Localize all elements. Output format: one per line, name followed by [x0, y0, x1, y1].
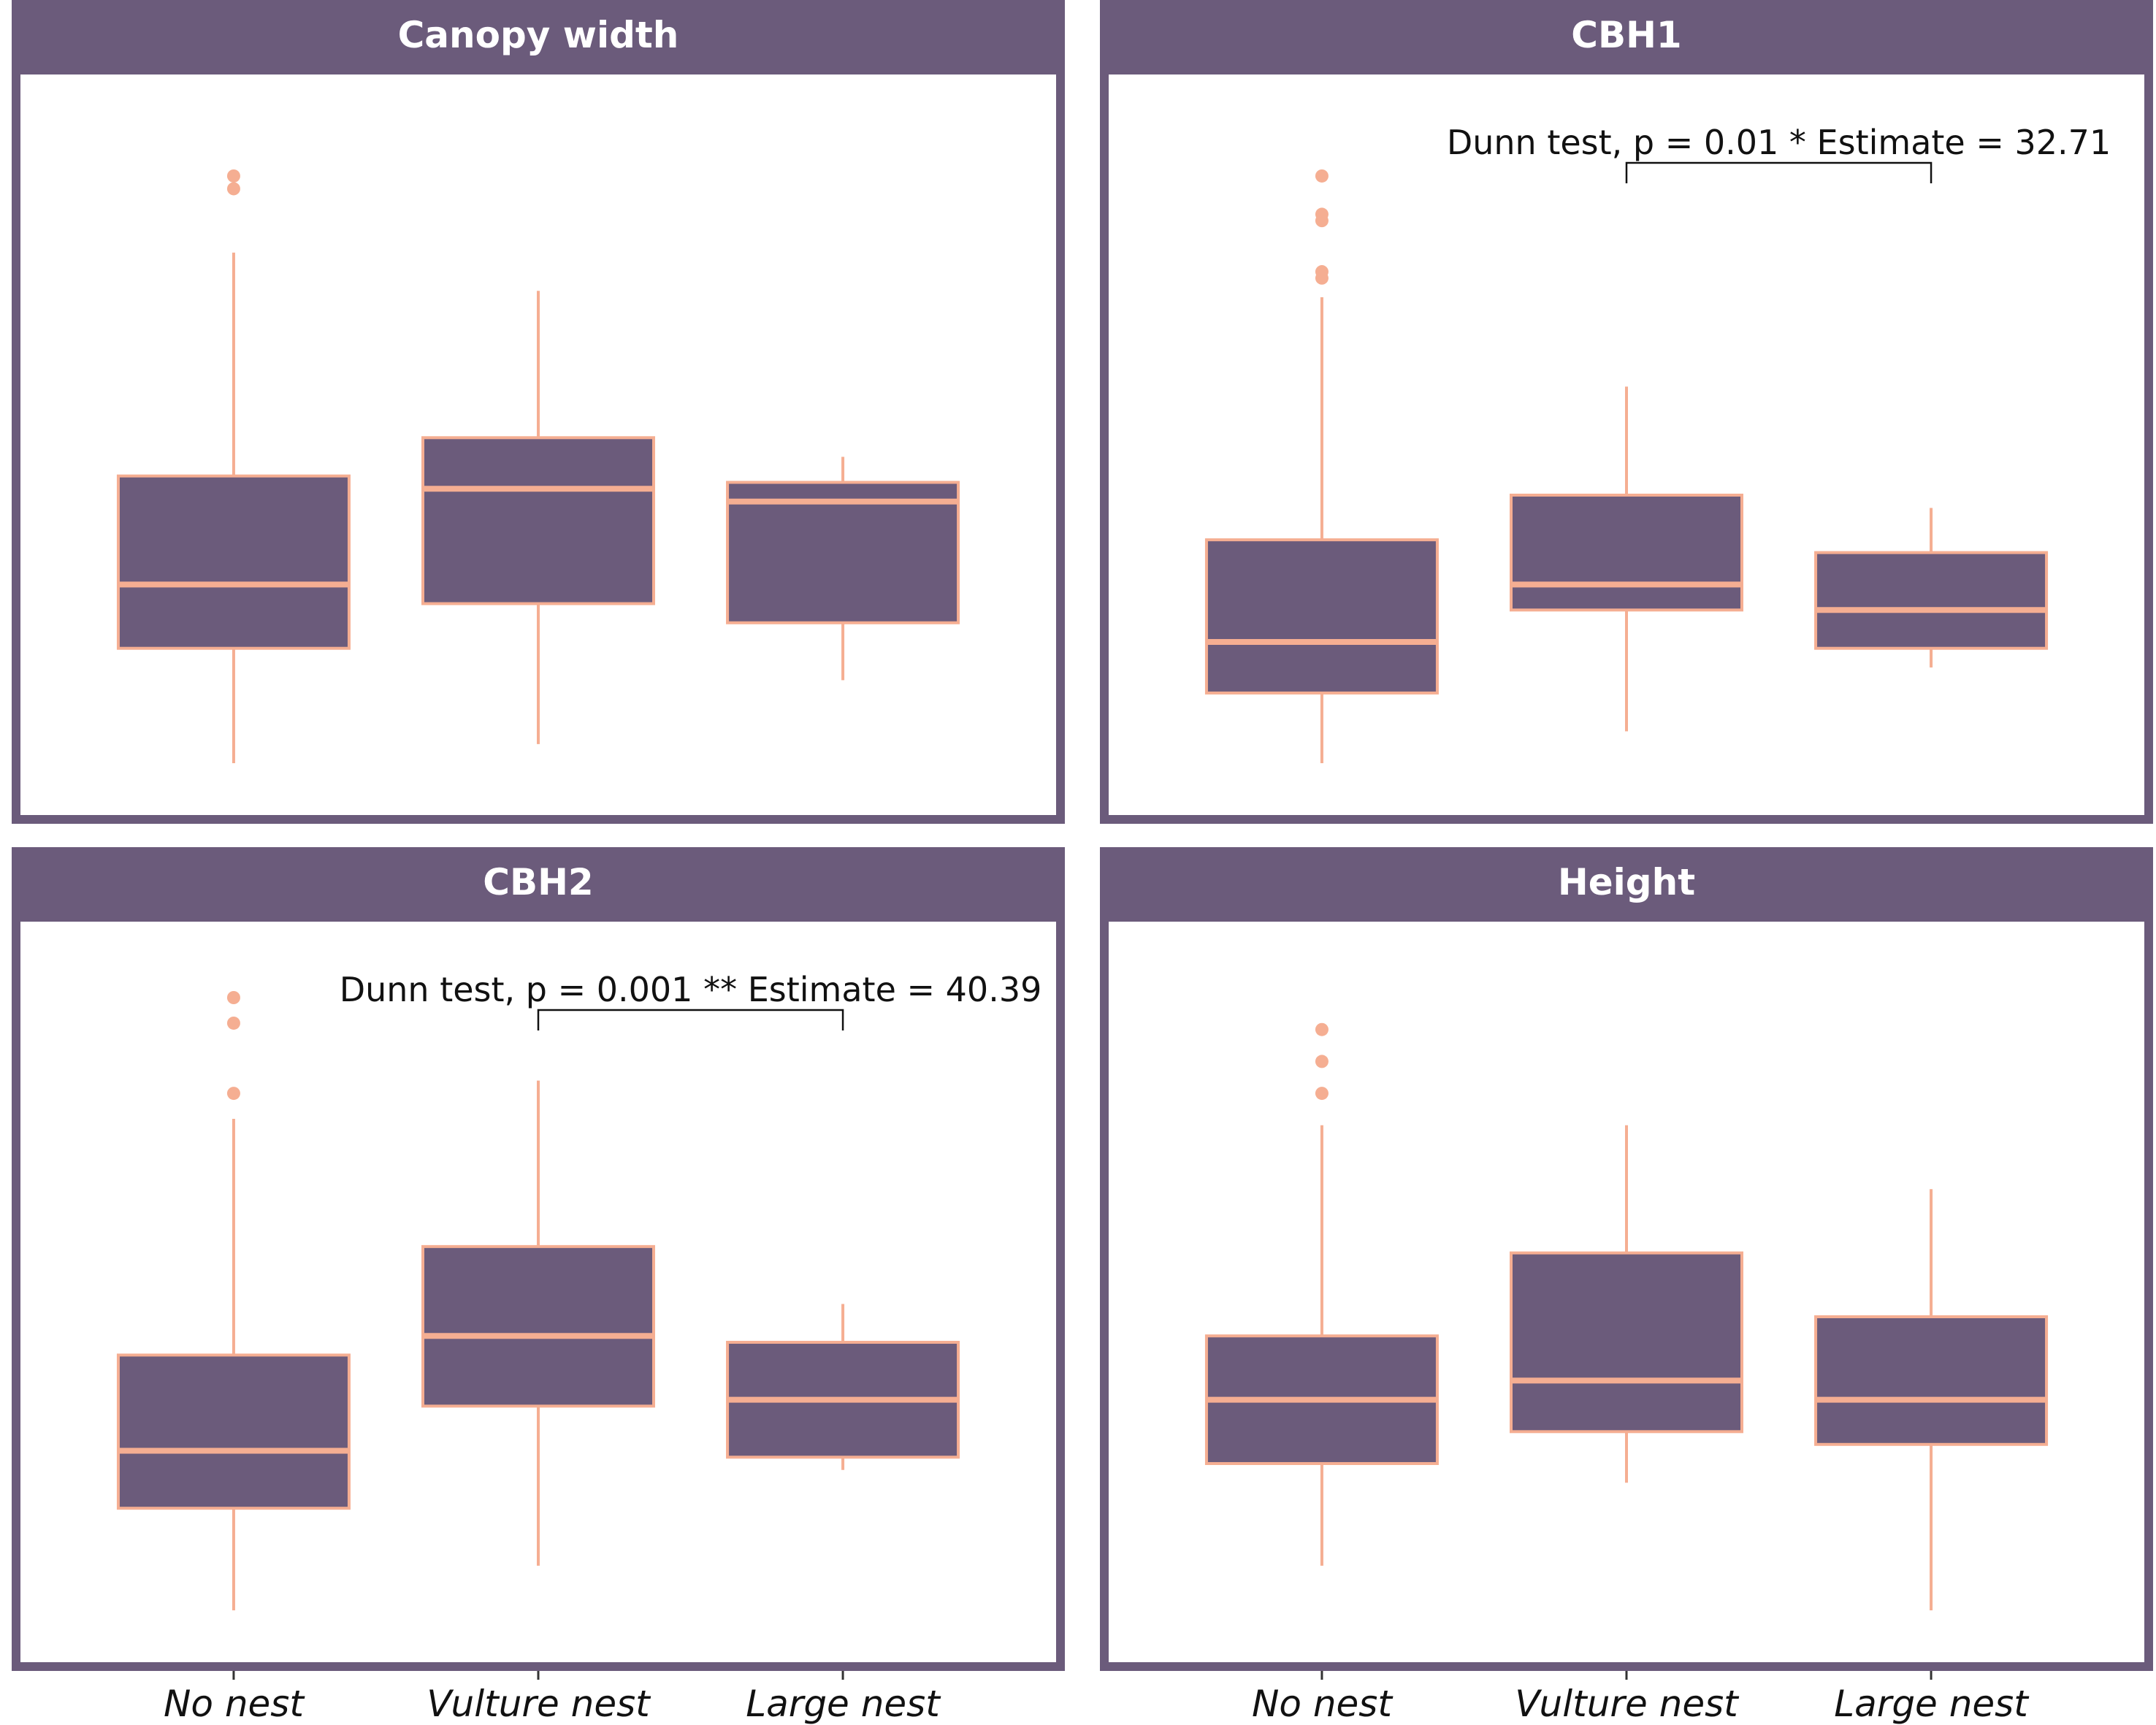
box-no-nest: [1204, 1022, 1439, 1566]
iqr-box: [1510, 1251, 1743, 1434]
panel-title: CBH1: [1571, 14, 1681, 56]
iqr-box: [421, 1244, 655, 1408]
box-vulture-nest: [1510, 1125, 1743, 1483]
box-vulture-nest: [1510, 386, 1743, 732]
outlier-point: [1315, 265, 1329, 279]
panel-height: Height No nest Vulture nest Large nest: [1100, 847, 2153, 1725]
box-vulture-nest: [421, 1080, 655, 1566]
panel-title: CBH2: [483, 861, 593, 903]
panel-border: [1100, 66, 2153, 824]
iqr-box: [726, 481, 960, 624]
panel-border: [1100, 913, 2153, 1671]
x-tick-label: Vulture nest: [427, 1683, 651, 1725]
box-large-nest: [1814, 508, 2049, 668]
box-no-nest: [1204, 169, 1439, 764]
outlier-point: [1315, 1022, 1329, 1036]
box-large-nest: [1814, 1189, 2049, 1611]
significance-bracket: [537, 1009, 844, 1030]
outlier-point: [1315, 207, 1329, 221]
significance-bracket: [1625, 161, 1933, 183]
iqr-box: [116, 1353, 351, 1510]
significance-label: Dunn test, p = 0.001 ** Estimate = 40.39: [340, 970, 1042, 1009]
box-large-nest: [726, 1304, 960, 1470]
strip-header: [12, 0, 1065, 70]
panel-border: [12, 66, 1065, 824]
panel-canopy-width: Canopy width: [12, 0, 1065, 824]
outlier-point: [1315, 1087, 1329, 1101]
outlier-point: [226, 1087, 240, 1101]
iqr-box: [1814, 1315, 2049, 1446]
x-tick-label: Large nest: [1834, 1683, 2030, 1725]
iqr-box: [1510, 493, 1743, 612]
panel-cbh1: CBH1 Dunn test, p = 0.01 * Estimate = 32.…: [1100, 0, 2153, 824]
strip-header: [12, 847, 1065, 917]
outlier-point: [226, 169, 240, 183]
outlier-point: [1315, 1055, 1329, 1068]
iqr-box: [1814, 551, 2049, 650]
iqr-box: [421, 436, 655, 605]
strip-header: [1100, 0, 2153, 70]
x-tick-label: Vulture nest: [1515, 1683, 1740, 1725]
box-vulture-nest: [421, 291, 655, 744]
x-tick-label: Large nest: [746, 1683, 941, 1725]
x-tick-label: No nest: [164, 1683, 305, 1725]
panel-title: Height: [1558, 861, 1695, 903]
iqr-box: [116, 474, 351, 650]
box-no-nest: [116, 991, 351, 1611]
outlier-point: [226, 1016, 240, 1030]
significance-label: Dunn test, p = 0.01 * Estimate = 32.71: [1447, 123, 2111, 162]
panel-border: [12, 913, 1065, 1671]
x-tick-label: No nest: [1252, 1683, 1394, 1725]
box-large-nest: [726, 456, 960, 681]
iqr-box: [1204, 538, 1439, 695]
panel-cbh2: CBH2 Dunn test, p = 0.001 ** Estimate = 4…: [12, 847, 1065, 1725]
panel-title: Canopy width: [398, 14, 679, 56]
outlier-point: [226, 991, 240, 1004]
outlier-point: [226, 182, 240, 196]
strip-header: [1100, 847, 2153, 917]
box-no-nest: [116, 169, 351, 764]
outlier-point: [1315, 169, 1329, 183]
